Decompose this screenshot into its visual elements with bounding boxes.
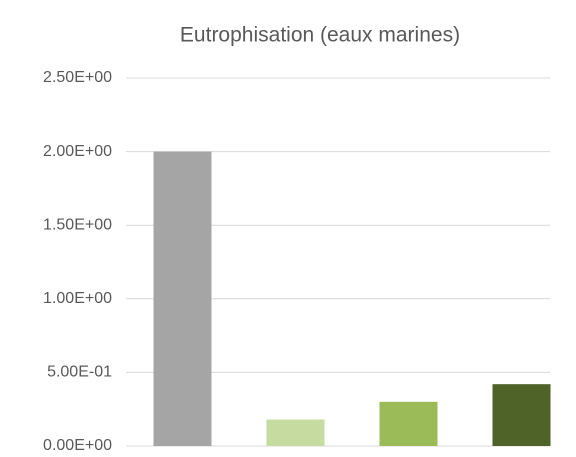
bar [379,401,438,446]
bar [492,384,551,446]
bar [153,151,212,446]
y-tick-label: 0.00E+00 [43,437,112,454]
y-tick-label: 1.00E+00 [43,290,112,307]
bar [266,419,325,446]
y-tick-label: 2.50E+00 [43,69,112,86]
chart-title: Eutrophisation (eaux marines) [180,24,460,47]
y-tick-label: 1.50E+00 [43,216,112,233]
y-tick-label: 2.00E+00 [43,143,112,160]
y-tick-label: 5.00E-01 [47,364,112,381]
